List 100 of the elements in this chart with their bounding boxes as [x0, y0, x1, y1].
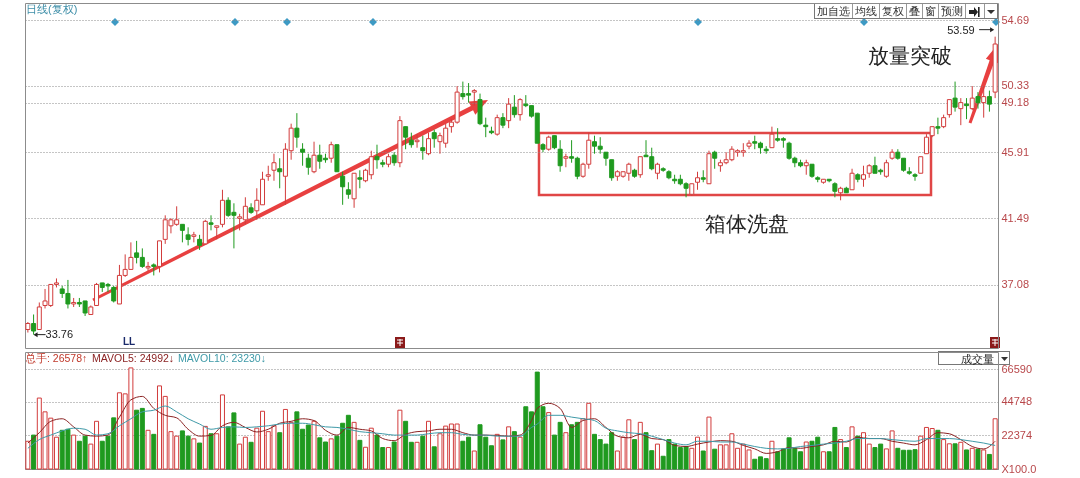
y-tick-label: 45.91 — [1001, 145, 1030, 158]
annotation: 放量突破 — [868, 44, 952, 67]
bar — [706, 416, 712, 470]
candlestick — [986, 90, 992, 113]
candlestick — [958, 97, 964, 126]
candlestick — [179, 223, 185, 243]
bar — [277, 432, 283, 470]
candlestick — [420, 135, 426, 161]
bar — [385, 447, 391, 470]
candlestick — [94, 282, 100, 306]
bar — [145, 429, 151, 470]
annotation: 预测 — [939, 4, 966, 18]
bar — [843, 447, 849, 470]
bar — [981, 449, 987, 470]
bar — [426, 420, 432, 470]
bar — [420, 435, 426, 470]
bar — [964, 449, 970, 470]
bar — [712, 448, 718, 470]
bar — [431, 446, 437, 470]
bar — [958, 441, 964, 470]
y-tick-label: 37.08 — [1001, 278, 1030, 291]
annotation: 成交量 — [961, 353, 994, 365]
bar — [151, 433, 157, 470]
candlestick — [506, 97, 512, 129]
candlestick — [849, 168, 855, 191]
candlestick — [695, 171, 701, 191]
candlestick — [712, 150, 718, 170]
candlestick — [609, 159, 615, 182]
candlestick — [769, 126, 775, 149]
candlestick — [145, 261, 151, 272]
candlestick — [426, 132, 432, 156]
y-tick-label: 49.18 — [1001, 96, 1030, 109]
candlestick — [557, 139, 563, 173]
annotation: 加自选 — [815, 4, 853, 18]
bar — [654, 443, 660, 470]
candlestick — [300, 142, 306, 167]
candlestick — [208, 214, 214, 231]
candlestick — [746, 139, 752, 150]
bar — [494, 433, 500, 470]
candlestick — [340, 171, 346, 206]
candlestick — [202, 219, 208, 245]
bar — [838, 439, 844, 470]
candlestick — [185, 226, 191, 246]
annotation: MAVOL10: 23230↓ — [178, 352, 266, 364]
candlestick — [31, 313, 37, 336]
bar — [992, 418, 998, 470]
candlestick — [277, 157, 283, 189]
candlestick — [603, 151, 609, 167]
bar — [397, 409, 403, 470]
candlestick — [374, 144, 380, 170]
annotation: 53.59 — [947, 23, 975, 36]
candlestick — [946, 99, 952, 119]
candlestick — [969, 85, 975, 111]
annotation: 窗 — [923, 4, 939, 18]
candlestick — [952, 81, 958, 113]
candlestick — [923, 133, 929, 155]
candlestick — [964, 97, 970, 120]
bar — [517, 436, 523, 470]
candlestick — [511, 94, 517, 119]
bar — [935, 429, 941, 470]
bar — [506, 426, 512, 470]
candlestick — [248, 202, 254, 215]
candlestick — [637, 156, 643, 179]
candlestick — [328, 141, 334, 164]
bar — [820, 451, 826, 470]
candlestick — [36, 301, 42, 331]
bar — [351, 421, 357, 470]
line-series — [27, 395, 996, 454]
bar — [632, 439, 638, 470]
annotation: LL — [123, 336, 136, 347]
annotation: MAVOL5: 24992↓ — [92, 352, 175, 364]
candlestick — [414, 133, 420, 149]
bar — [563, 432, 569, 470]
bar — [471, 450, 477, 470]
annotation: 箱体洗盘 — [705, 212, 789, 235]
bar — [849, 426, 855, 470]
candlestick — [305, 153, 311, 176]
candlestick — [935, 117, 941, 135]
bar — [197, 442, 203, 470]
candlestick — [431, 129, 437, 149]
y-tick-label: 66590 — [1001, 362, 1033, 375]
y-tick-label: 22374 — [1001, 428, 1033, 441]
bar — [208, 433, 214, 470]
bar — [511, 431, 517, 470]
candlestick — [912, 172, 918, 182]
bar — [952, 443, 958, 470]
candlestick — [517, 97, 523, 122]
candlestick — [981, 85, 987, 119]
bar — [357, 439, 363, 470]
bar — [414, 441, 420, 470]
annotation: 叠 — [907, 4, 923, 18]
y-tick-label: 44748 — [1001, 395, 1033, 408]
y-tick-label: X100.0 — [1001, 462, 1037, 475]
candlestick — [294, 112, 300, 149]
candlestick — [311, 141, 317, 174]
bar — [975, 448, 981, 470]
candlestick — [494, 114, 500, 137]
bar — [855, 435, 861, 470]
bar — [969, 447, 975, 470]
annotation: 总手: 26578↑ — [25, 352, 88, 364]
